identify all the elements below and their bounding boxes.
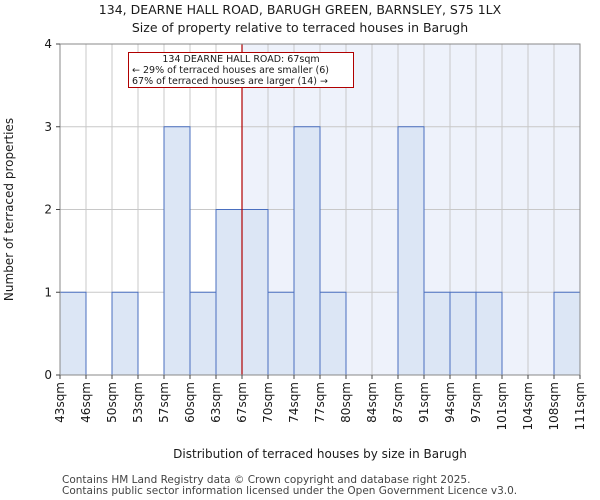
x-tick-label: 67sqm xyxy=(235,382,249,423)
x-tick-label: 77sqm xyxy=(313,382,327,423)
x-tick-label: 70sqm xyxy=(261,382,275,423)
y-axis-label: Number of terraced properties xyxy=(2,118,16,301)
histogram-bar xyxy=(449,291,477,376)
x-tick-label: 80sqm xyxy=(339,382,353,423)
y-tick-label: 1 xyxy=(44,285,52,299)
y-tick-label: 0 xyxy=(44,368,52,382)
histogram-bar xyxy=(423,291,451,376)
x-tick-label: 104sqm xyxy=(521,382,535,430)
histogram-bar xyxy=(241,209,269,376)
x-tick-label: 87sqm xyxy=(391,382,405,423)
annotation-line-1: 134 DEARNE HALL ROAD: 67sqm xyxy=(162,54,320,65)
histogram-bar xyxy=(215,209,243,376)
histogram-bar xyxy=(397,126,425,376)
x-tick-label: 97sqm xyxy=(469,382,483,423)
footer-line-2: Contains public sector information licen… xyxy=(62,485,518,497)
x-tick-label: 111sqm xyxy=(573,382,587,430)
x-tick-label: 91sqm xyxy=(417,382,431,423)
histogram-bar xyxy=(163,126,191,376)
x-tick-label: 50sqm xyxy=(105,382,119,423)
histogram-bar xyxy=(553,291,581,376)
property-annotation: 134 DEARNE HALL ROAD: 67sqm ← 29% of ter… xyxy=(128,52,354,88)
y-tick-label: 3 xyxy=(44,120,52,134)
histogram-bar xyxy=(111,291,139,376)
x-tick-label: 108sqm xyxy=(547,382,561,430)
x-tick-label: 46sqm xyxy=(79,382,93,423)
x-axis-label: Distribution of terraced houses by size … xyxy=(173,447,467,461)
y-tick-label: 2 xyxy=(44,203,52,217)
chart-subtitle: Size of property relative to terraced ho… xyxy=(131,20,469,35)
footer-line-1: Contains HM Land Registry data © Crown c… xyxy=(62,474,471,486)
annotation-line-2: ← 29% of terraced houses are smaller (6) xyxy=(132,65,329,76)
histogram-bar xyxy=(59,291,87,376)
histogram-bar xyxy=(319,291,347,376)
histogram-bar xyxy=(293,126,321,376)
histogram-bar xyxy=(267,291,295,376)
x-tick-label: 94sqm xyxy=(443,382,457,423)
annotation-line-3: 67% of terraced houses are larger (14) → xyxy=(132,76,328,87)
x-tick-label: 43sqm xyxy=(53,382,67,423)
x-tick-label: 74sqm xyxy=(287,382,301,423)
histogram-bar xyxy=(475,291,503,376)
x-tick-label: 57sqm xyxy=(157,382,171,423)
y-tick-label: 4 xyxy=(44,37,52,51)
x-tick-label: 60sqm xyxy=(183,382,197,423)
x-tick-label: 63sqm xyxy=(209,382,223,423)
histogram-bar xyxy=(189,291,217,376)
chart-title: 134, DEARNE HALL ROAD, BARUGH GREEN, BAR… xyxy=(98,2,502,17)
x-tick-label: 101sqm xyxy=(495,382,509,430)
x-tick-label: 84sqm xyxy=(365,382,379,423)
x-tick-label: 53sqm xyxy=(131,382,145,423)
